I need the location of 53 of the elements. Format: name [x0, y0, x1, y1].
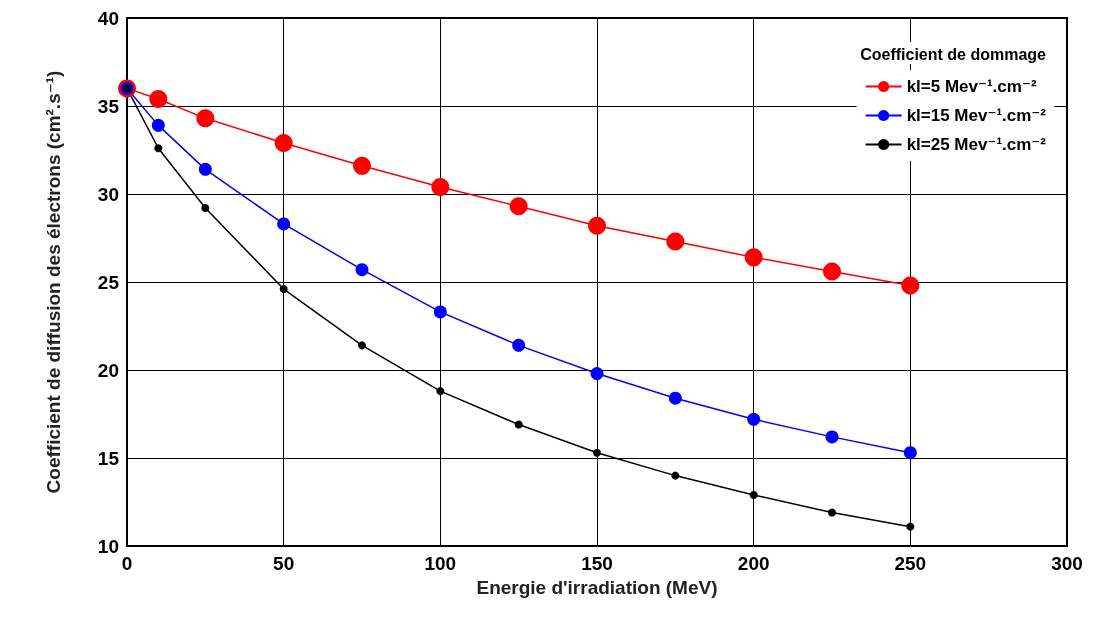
point	[903, 446, 917, 460]
point	[274, 133, 293, 152]
point	[353, 156, 371, 175]
legend-title: Coefficient de dommage	[860, 45, 1047, 63]
point	[828, 508, 836, 517]
legend-label: kl=25 Mev⁻¹.cm⁻²	[906, 135, 1047, 154]
y-tick-label: 35	[97, 95, 120, 117]
x-tick-label: 150	[581, 553, 613, 574]
point	[431, 177, 450, 196]
point	[436, 387, 445, 396]
point	[151, 118, 165, 132]
point	[590, 367, 604, 381]
point	[196, 109, 215, 128]
y-tick-label: 10	[97, 535, 119, 557]
point	[512, 338, 526, 352]
x-tick-label: 100	[424, 553, 457, 574]
point	[154, 144, 163, 153]
point	[744, 248, 763, 267]
point	[747, 412, 761, 426]
y-tick-label: 20	[97, 359, 119, 381]
point	[668, 391, 682, 405]
point	[666, 232, 685, 251]
point	[749, 490, 758, 499]
point	[906, 522, 915, 531]
point	[355, 263, 369, 277]
point	[198, 162, 212, 176]
legend-label: kl=5 Mev⁻¹.cm⁻²	[906, 77, 1037, 96]
y-tick-label: 40	[97, 7, 119, 29]
legend-label: kl=15 Mev⁻¹.cm⁻²	[906, 106, 1047, 125]
y-tick-label: 30	[97, 183, 119, 205]
point	[825, 430, 839, 444]
point	[671, 471, 680, 480]
x-tick-label: 300	[1051, 553, 1083, 574]
point	[279, 285, 288, 294]
x-tick-label: 0	[121, 553, 133, 574]
x-tick-label: 200	[737, 553, 770, 574]
point	[509, 197, 528, 216]
x-axis-title: Energie d'irradiation (MeV)	[476, 576, 718, 598]
point	[149, 89, 168, 108]
point	[823, 262, 841, 281]
y-tick-label: 25	[97, 271, 120, 293]
point	[588, 216, 606, 235]
y-axis-title: Coefficient de diffusion des électrons (cm².s⁻¹)	[42, 70, 64, 494]
point	[514, 420, 523, 429]
x-tick-label: 250	[894, 553, 927, 574]
y-tick-label: 15	[97, 447, 120, 469]
point	[901, 276, 920, 295]
point	[433, 305, 447, 319]
point	[358, 341, 366, 350]
point	[277, 217, 291, 231]
point	[201, 204, 210, 213]
x-tick-label: 50	[273, 553, 295, 574]
point	[593, 448, 601, 457]
